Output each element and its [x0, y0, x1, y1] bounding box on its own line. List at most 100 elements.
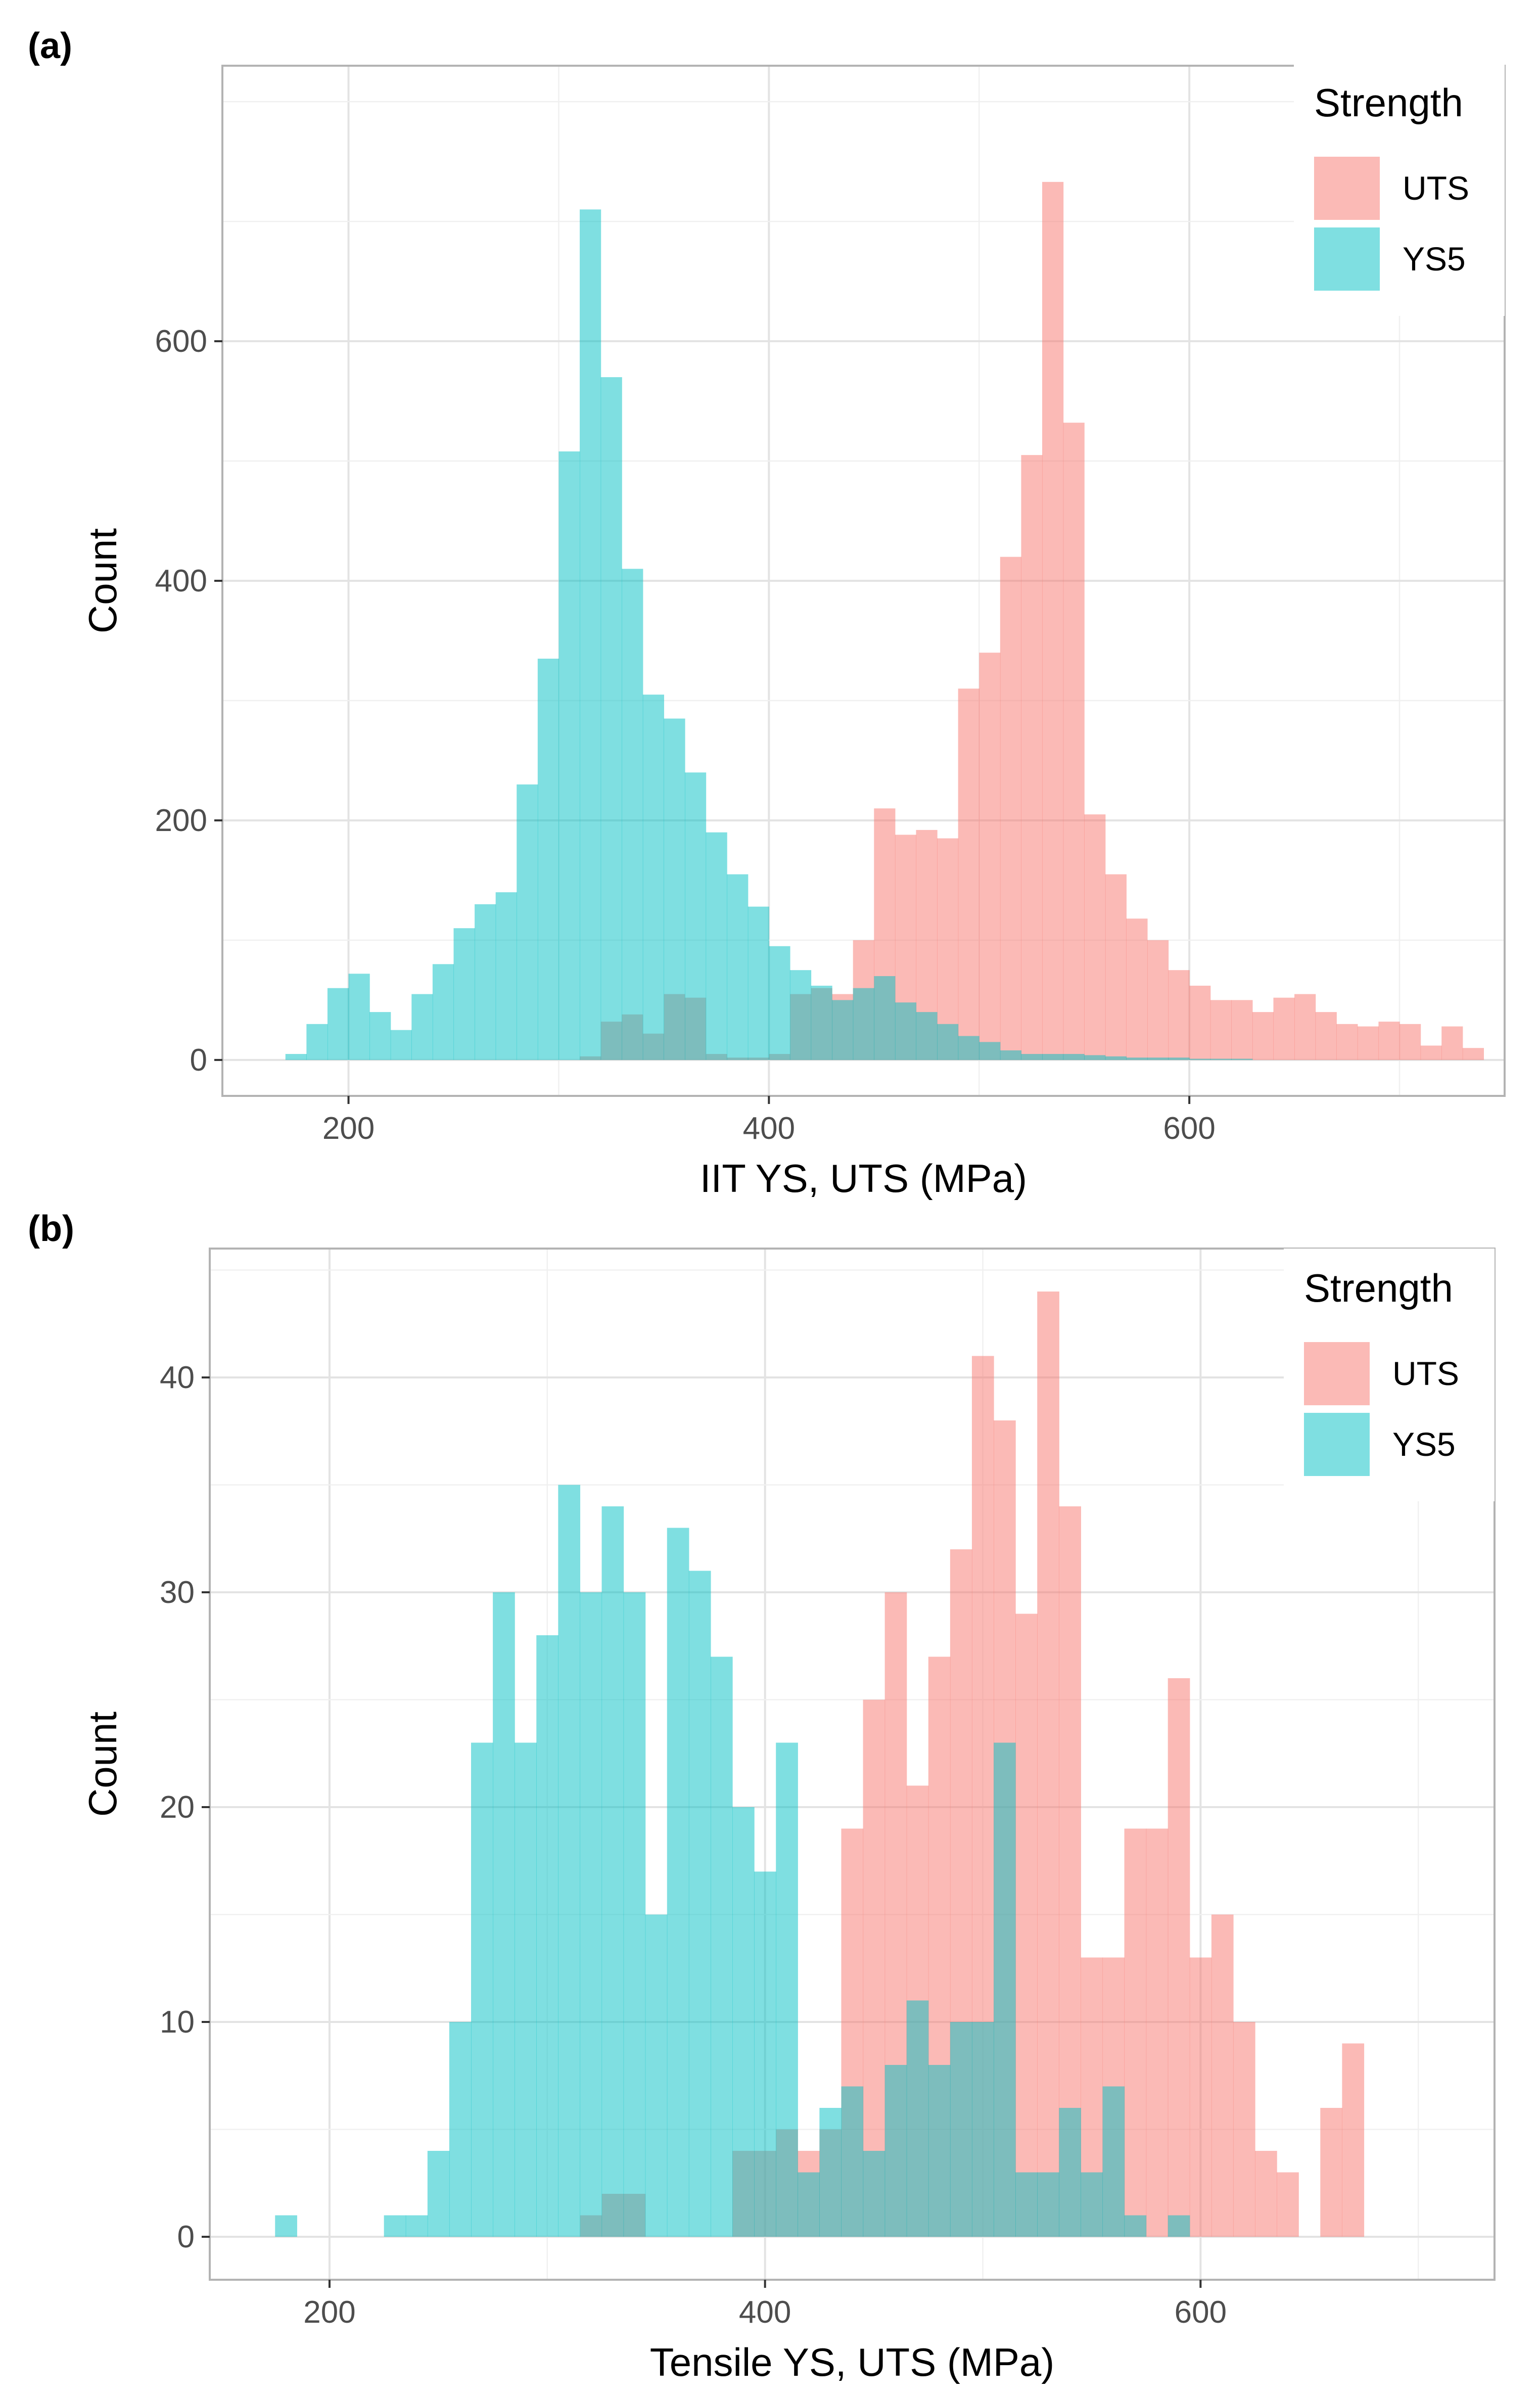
bar-uts	[1231, 1000, 1253, 1060]
legend: Strength UTS YS5	[1284, 1249, 1495, 1501]
bar-ys5	[841, 2086, 864, 2237]
x-tick-label: 600	[1175, 2295, 1227, 2330]
bar-ys5	[769, 946, 790, 1060]
y-axis-title: Count	[80, 1712, 125, 1817]
bar-ys5	[906, 2000, 929, 2237]
bar-ys5	[958, 1036, 979, 1060]
bar-uts	[1294, 994, 1316, 1060]
bar-ys5	[664, 718, 685, 1060]
panel-b: 200 400 600 0 10 20 30 40 Tensile YS, UTS (MPa)…	[28, 1209, 1496, 2384]
bar-ys5	[537, 659, 559, 1060]
bar-uts	[1357, 1026, 1379, 1060]
bar-uts	[1189, 1957, 1212, 2237]
bar-ys5	[536, 1635, 558, 2237]
x-tick-label: 600	[1163, 1111, 1215, 1146]
bar-uts	[1420, 1045, 1442, 1060]
panel-label: (a)	[28, 26, 72, 66]
bar-ys5	[369, 1012, 391, 1060]
bar-ys5	[819, 2108, 842, 2237]
bar-ys5	[776, 1742, 798, 2237]
bar-ys5	[937, 1024, 959, 1060]
legend-label-uts: UTS	[1403, 169, 1469, 207]
bar-uts	[979, 653, 1001, 1060]
bar-ys5	[558, 1485, 581, 2237]
bar-ys5	[688, 1571, 711, 2237]
bar-ys5	[348, 974, 370, 1060]
bar-ys5	[1015, 2172, 1038, 2237]
bar-ys5	[622, 569, 643, 1060]
bar-uts	[1146, 1828, 1169, 2237]
bar-ys5	[710, 1656, 733, 2237]
bar-ys5	[306, 1024, 328, 1060]
bar-uts	[958, 688, 979, 1060]
legend-key-uts	[1314, 157, 1380, 220]
legend-key-ys5	[1314, 227, 1380, 291]
legend-label-ys5: YS5	[1392, 1425, 1456, 1463]
bar-ys5	[884, 2065, 907, 2237]
bar-ys5	[928, 2065, 951, 2237]
y-tick-label: 40	[160, 1360, 195, 1395]
bar-ys5	[789, 970, 812, 1060]
legend-key-ys5	[1304, 1413, 1370, 1476]
bar-ys5	[1084, 1055, 1106, 1060]
bar-ys5	[580, 209, 601, 1060]
x-tick-label: 200	[322, 1111, 375, 1146]
bar-ys5	[1189, 1058, 1211, 1060]
bar-uts	[1252, 1012, 1274, 1060]
bar-ys5	[971, 2022, 994, 2237]
bar-ys5	[1168, 1057, 1190, 1060]
bar-uts	[1147, 940, 1169, 1060]
bar-uts	[1255, 2151, 1277, 2237]
bar-uts	[1441, 1026, 1463, 1060]
bar-ys5	[798, 2172, 820, 2237]
bar-ys5	[748, 906, 769, 1060]
bar-uts	[1021, 455, 1043, 1060]
y-tick-label: 400	[155, 564, 207, 598]
bar-uts	[1168, 970, 1190, 1060]
bar-ys5	[1063, 1054, 1085, 1060]
legend: Strength UTS YS5	[1294, 63, 1505, 316]
legend-key-uts	[1304, 1342, 1370, 1405]
bar-ys5	[427, 2151, 450, 2237]
panel-label: (b)	[28, 1209, 74, 1249]
bar-ys5	[515, 1742, 537, 2237]
y-tick-label: 600	[155, 324, 207, 359]
y-tick-label: 0	[177, 2220, 195, 2254]
bar-uts	[863, 1699, 885, 2237]
bar-ys5	[667, 1528, 689, 2237]
y-tick-label: 10	[160, 2005, 195, 2040]
panel-a: 200 400 600 0 200 400 600 IIT YS, UTS (MPa) Co…	[28, 26, 1506, 1201]
legend-label-uts: UTS	[1392, 1355, 1459, 1392]
bar-ys5	[863, 2151, 885, 2237]
bar-ys5	[453, 928, 475, 1060]
bar-uts	[1233, 2022, 1255, 2237]
bar-uts	[1124, 1828, 1147, 2237]
bar-uts	[1399, 1024, 1421, 1060]
bar-ys5	[493, 1592, 515, 2237]
bar-uts	[1273, 997, 1295, 1060]
bar-uts	[1084, 814, 1106, 1060]
bar-ys5	[495, 892, 517, 1060]
plot-frame	[209, 1248, 1496, 2281]
bar-ys5	[384, 2215, 406, 2237]
bar-ys5	[811, 985, 832, 1060]
x-tick-label: 400	[743, 1111, 795, 1146]
bar-ys5	[623, 1592, 646, 2237]
y-axis-title: Count	[80, 528, 125, 633]
bar-ys5	[475, 904, 496, 1060]
bar-ys5	[411, 994, 433, 1060]
bar-ys5	[994, 1742, 1016, 2237]
bar-ys5	[916, 1012, 938, 1060]
bar-ys5	[471, 1742, 493, 2237]
bar-ys5	[895, 1002, 917, 1060]
bar-ys5	[432, 964, 454, 1060]
bar-ys5	[517, 784, 538, 1060]
y-tick-label: 20	[160, 1790, 195, 1825]
bar-ys5	[853, 988, 874, 1060]
bar-ys5	[979, 1042, 1001, 1060]
x-axis-title: Tensile YS, UTS (MPa)	[650, 2340, 1054, 2384]
bar-ys5	[1126, 1057, 1148, 1060]
bar-ys5	[1105, 1056, 1127, 1060]
bar-ys5	[580, 1592, 602, 2237]
